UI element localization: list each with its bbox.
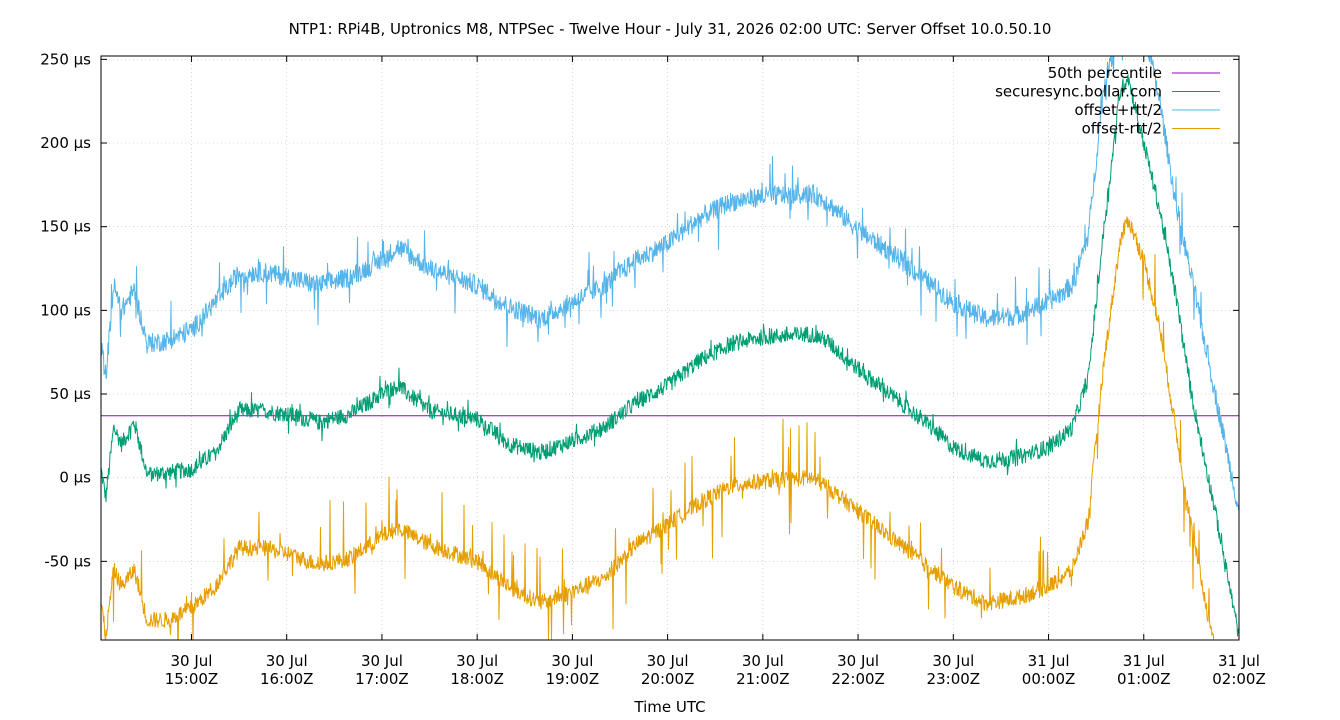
x-tick-time-label: 02:00Z <box>1212 670 1266 688</box>
series-line-offset-rtt-2 <box>101 56 1239 512</box>
x-tick-time-label: 21:00Z <box>736 670 790 688</box>
legend-label-securesync-bollar-com: securesync.bollar.com <box>995 83 1162 101</box>
series-line-offset-rtt-2 <box>101 216 1215 640</box>
x-tick-time-label: 18:00Z <box>450 670 504 688</box>
x-tick-time-label: 23:00Z <box>927 670 981 688</box>
x-tick-date-label: 30 Jul <box>551 652 593 670</box>
y-tick-label: -50 µs <box>44 552 91 570</box>
x-tick-date-label: 31 Jul <box>1123 652 1165 670</box>
x-tick-date-label: 31 Jul <box>1218 652 1260 670</box>
y-axis: 250 µs 200 µs 150 µs 100 µs 50 µs 0 µs -50 µs <box>40 50 1239 570</box>
x-tick-date-label: 30 Jul <box>742 652 784 670</box>
x-tick-date-label: 31 Jul <box>1028 652 1070 670</box>
y-tick-label: 200 µs <box>40 134 91 152</box>
chart-title: NTP1: RPi4B, Uptronics M8, NTPSec - Twel… <box>289 20 1052 38</box>
x-axis-label: Time UTC <box>633 698 705 716</box>
x-tick-date-label: 30 Jul <box>266 652 308 670</box>
x-tick-date-label: 30 Jul <box>932 652 974 670</box>
x-tick-time-label: 00:00Z <box>1022 670 1076 688</box>
y-tick-label: 150 µs <box>40 218 91 236</box>
legend-label-offset-rtt-2: offset-rtt/2 <box>1082 120 1162 138</box>
x-tick-time-label: 22:00Z <box>831 670 885 688</box>
x-tick-time-label: 19:00Z <box>546 670 600 688</box>
plot-area <box>101 56 1239 640</box>
legend-label-offset-rtt-2: offset+rtt/2 <box>1074 101 1162 119</box>
x-tick-date-label: 30 Jul <box>361 652 403 670</box>
x-tick-time-label: 15:00Z <box>165 670 219 688</box>
y-tick-label: 100 µs <box>40 301 91 319</box>
plot-border <box>100 55 1240 641</box>
x-tick-time-label: 01:00Z <box>1117 670 1171 688</box>
y-tick-label: 0 µs <box>59 469 91 487</box>
series-line-securesync-bollar-com <box>101 74 1239 637</box>
y-tick-label: 250 µs <box>40 50 91 68</box>
x-tick-date-label: 30 Jul <box>647 652 689 670</box>
legend-label-50th-percentile: 50th percentile <box>1048 64 1162 82</box>
x-tick-date-label: 30 Jul <box>456 652 498 670</box>
y-tick-label: 50 µs <box>50 385 91 403</box>
x-tick-date-label: 30 Jul <box>170 652 212 670</box>
x-tick-time-label: 16:00Z <box>260 670 314 688</box>
x-tick-time-label: 20:00Z <box>641 670 695 688</box>
x-tick-date-label: 30 Jul <box>837 652 879 670</box>
x-tick-time-label: 17:00Z <box>355 670 409 688</box>
legend: 50th percentilesecuresync.bollar.comoffs… <box>995 64 1220 138</box>
